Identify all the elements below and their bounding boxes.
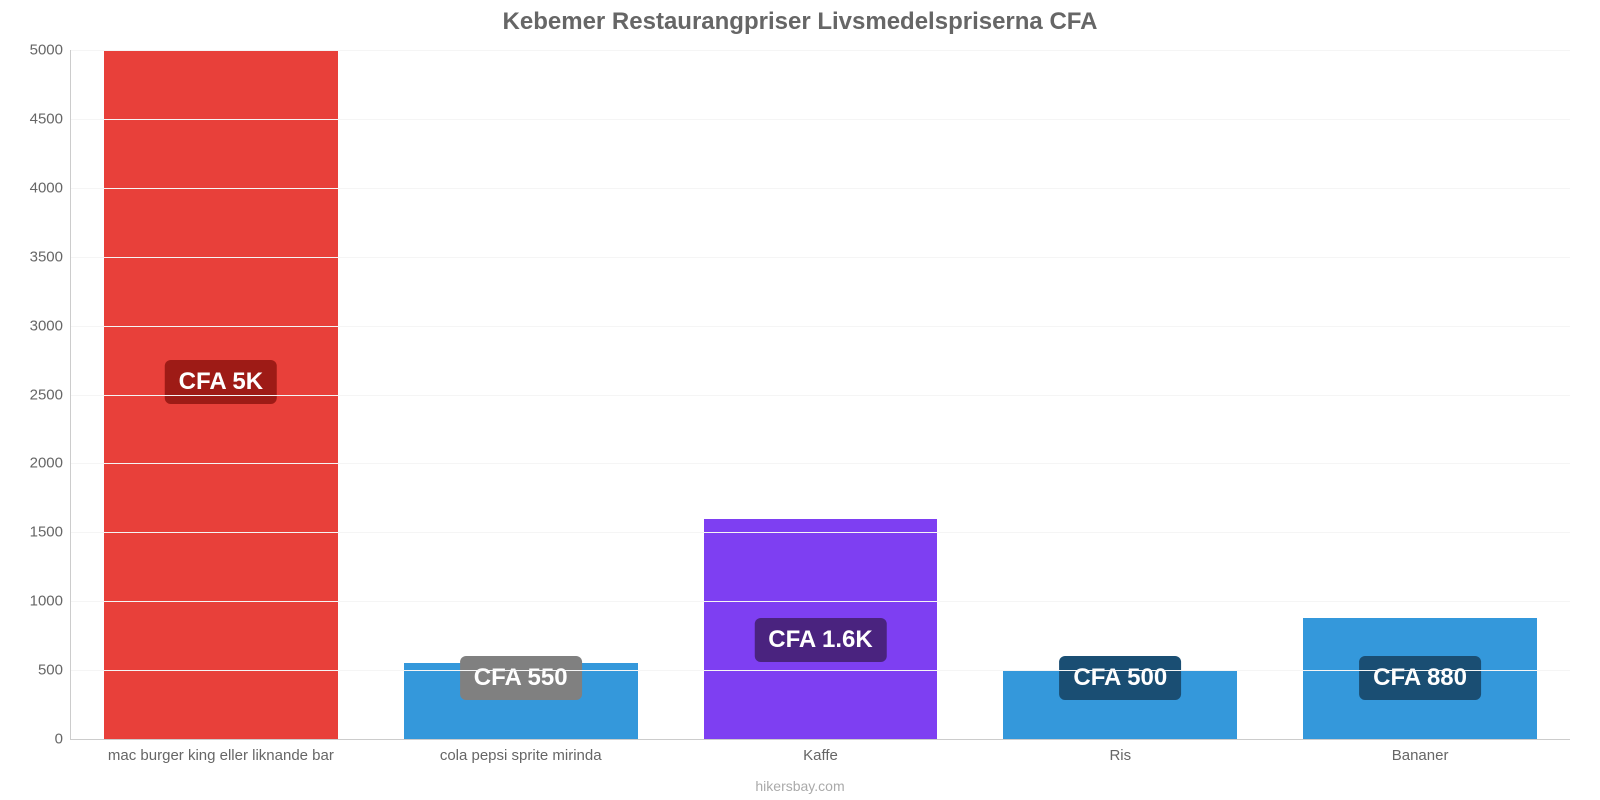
- bar-value-badge: CFA 5K: [165, 360, 277, 404]
- y-tick-label: 4000: [30, 179, 63, 196]
- credit-text: hikersbay.com: [0, 778, 1600, 794]
- gridline: [71, 119, 1570, 120]
- gridline: [71, 463, 1570, 464]
- gridline: [71, 532, 1570, 533]
- y-tick-label: 500: [38, 662, 63, 679]
- gridline: [71, 326, 1570, 327]
- x-tick-label: mac burger king eller liknande bar: [108, 747, 334, 764]
- chart-container: Kebemer Restaurangpriser Livsmedelsprise…: [0, 0, 1600, 800]
- bar-value-badge: CFA 550: [460, 656, 582, 700]
- y-tick-label: 0: [55, 731, 63, 748]
- bar-value-badge: CFA 1.6K: [754, 618, 886, 662]
- y-tick-label: 2500: [30, 386, 63, 403]
- x-tick-label: cola pepsi sprite mirinda: [440, 747, 602, 764]
- gridline: [71, 601, 1570, 602]
- gridline: [71, 395, 1570, 396]
- bar-value-badge: CFA 880: [1359, 656, 1481, 700]
- y-tick-label: 1000: [30, 593, 63, 610]
- y-tick-label: 3500: [30, 248, 63, 265]
- chart-title: Kebemer Restaurangpriser Livsmedelsprise…: [0, 8, 1600, 36]
- bar-value-badge: CFA 500: [1059, 656, 1181, 700]
- x-tick-label: Kaffe: [803, 747, 838, 764]
- y-tick-label: 5000: [30, 42, 63, 59]
- gridline: [71, 257, 1570, 258]
- y-tick-label: 3000: [30, 317, 63, 334]
- y-tick-label: 1500: [30, 524, 63, 541]
- x-tick-label: Ris: [1109, 747, 1131, 764]
- gridline: [71, 50, 1570, 51]
- y-tick-label: 2000: [30, 455, 63, 472]
- gridline: [71, 188, 1570, 189]
- x-tick-label: Bananer: [1392, 747, 1449, 764]
- gridline: [71, 670, 1570, 671]
- y-tick-label: 4500: [30, 110, 63, 127]
- plot-area: CFA 5KCFA 550CFA 1.6KCFA 500CFA 880 0500…: [70, 50, 1570, 740]
